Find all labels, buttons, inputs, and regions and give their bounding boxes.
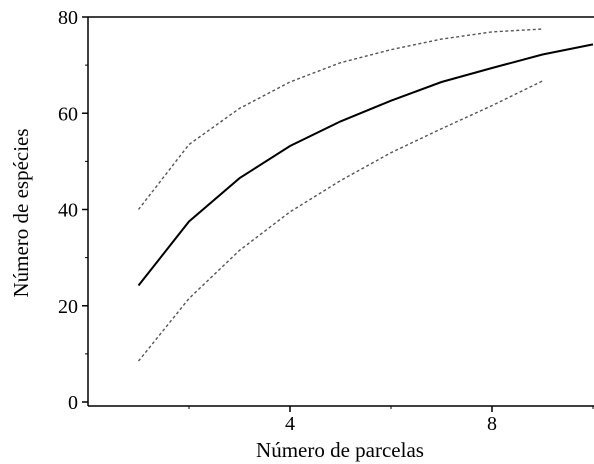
plot-series-group (137, 28, 594, 362)
x-tick-label: 8 (487, 413, 497, 435)
y-axis-label: Número de espécies (9, 128, 33, 297)
x-tick-label: 4 (285, 413, 295, 435)
axes-group (87, 16, 594, 407)
y-tick-label: 80 (58, 7, 78, 29)
y-tick-label: 40 (58, 200, 78, 222)
upper-confidence-line (137, 28, 543, 210)
mean-curve-line (137, 43, 594, 287)
y-tick-label: 0 (68, 392, 78, 414)
x-axis-label: Número de parcelas (256, 438, 424, 462)
y-tick-label: 20 (58, 296, 78, 318)
lower-confidence-line (137, 80, 543, 362)
y-ticks-group: 0 20 40 60 80 (58, 7, 88, 414)
y-tick-label: 60 (58, 103, 78, 125)
